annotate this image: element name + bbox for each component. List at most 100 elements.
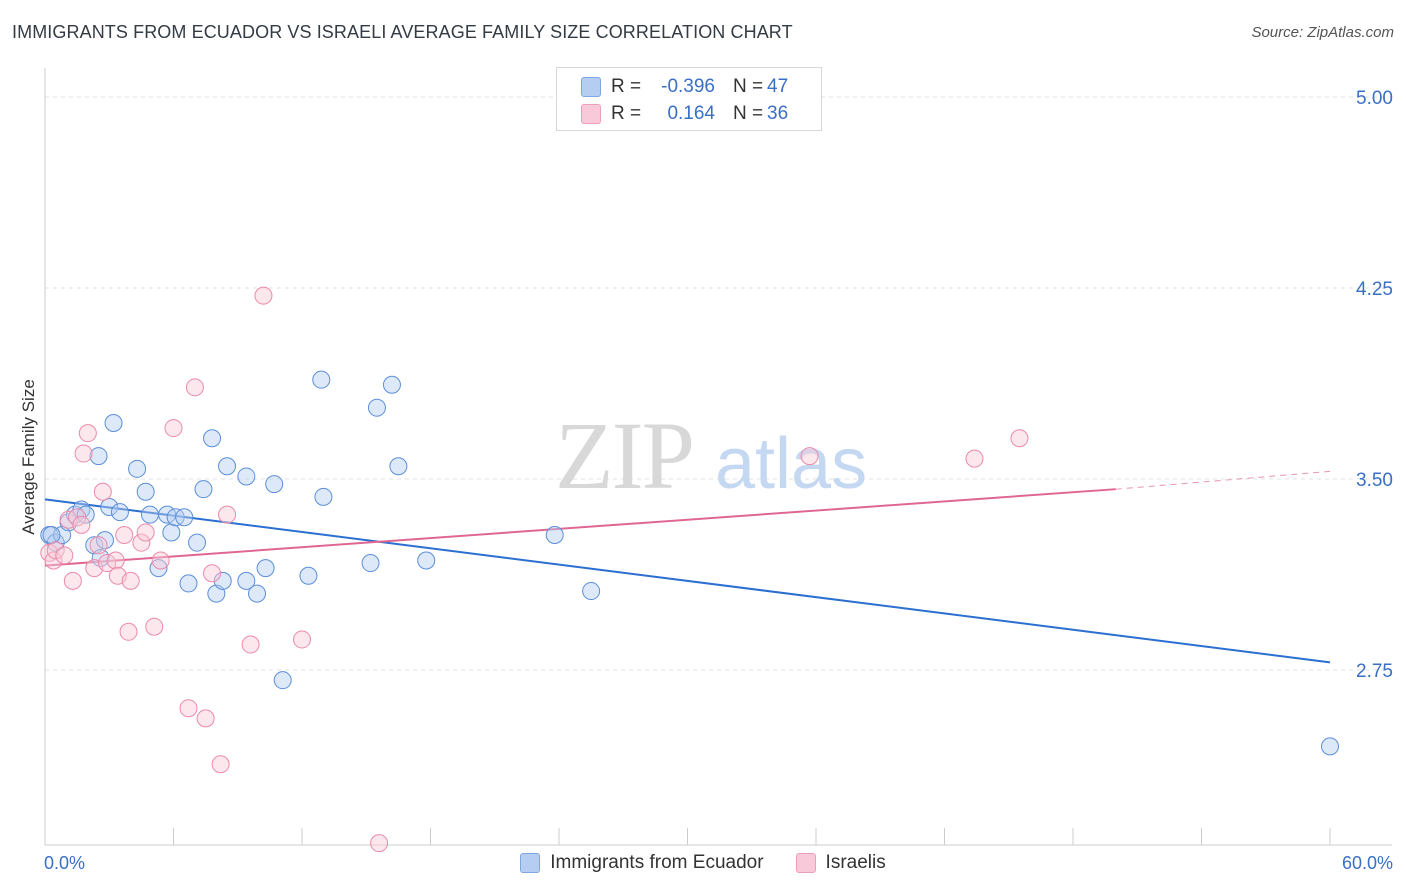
series-swatch-pink [795, 853, 816, 873]
data-point [78, 424, 97, 443]
data-point [273, 671, 292, 690]
data-point [389, 457, 408, 476]
data-point [93, 482, 112, 501]
series-swatch-blue [520, 853, 541, 873]
data-point [55, 546, 74, 565]
data-point [218, 505, 237, 524]
data-point [100, 498, 119, 517]
data-point [218, 457, 237, 476]
legend-swatch-blue [581, 77, 601, 97]
data-point [382, 375, 401, 394]
source-label: Source: ZipAtlas.com [1251, 24, 1394, 41]
data-point [265, 475, 284, 494]
data-point [162, 523, 181, 542]
legend-n-value: 36 [767, 103, 789, 124]
data-point [89, 536, 108, 555]
chart-title: IMMIGRANTS FROM ECUADOR VS ISRAELI AVERA… [12, 22, 793, 42]
legend-n-value: 47 [767, 76, 789, 97]
axes [44, 68, 1392, 846]
series-ecuador [40, 370, 1339, 756]
y-tick-label: 4.25 [1356, 279, 1393, 300]
data-point [582, 582, 601, 601]
data-point [211, 755, 230, 774]
data-point [42, 526, 61, 545]
data-point [136, 523, 155, 542]
data-point [106, 551, 125, 570]
legend-n-label: N = [733, 76, 764, 97]
data-point [115, 526, 134, 545]
legend-r-label: R = [611, 76, 642, 97]
data-point [213, 571, 232, 590]
data-point [237, 467, 256, 486]
data-point [194, 480, 213, 499]
data-point [203, 564, 222, 583]
data-point [312, 370, 331, 389]
data-point [361, 554, 380, 573]
data-point [132, 533, 151, 552]
watermark: ZIP atlas [555, 402, 867, 509]
legend-swatch-pink [581, 104, 601, 124]
data-point [367, 398, 386, 417]
data-point [179, 699, 198, 718]
series-legend-israelis[interactable]: Israelis [795, 852, 886, 874]
data-point [110, 503, 129, 522]
legend-n-label: N = [733, 103, 764, 124]
tick-labels: 2.75 3.50 4.25 5.00 0.0% 60.0% [44, 88, 1393, 873]
data-point [965, 449, 984, 468]
data-point [248, 584, 267, 603]
data-point [1010, 429, 1029, 448]
data-point [119, 622, 138, 641]
trendlines [44, 470, 1331, 664]
grid-lines [45, 96, 1392, 671]
data-point [145, 617, 164, 636]
data-point [175, 508, 194, 527]
data-point [545, 526, 564, 545]
y-axis-label: Average Family Size [19, 379, 38, 535]
watermark-zip: ZIP [555, 402, 693, 509]
data-point [256, 559, 275, 578]
data-point [203, 429, 222, 448]
x-tick-label: 60.0% [1342, 853, 1393, 873]
correlation-legend: R = -0.396 N = 47 R = 0.164 N = 36 [556, 67, 822, 131]
data-point [104, 413, 123, 432]
data-points [40, 286, 1339, 853]
series-legend-ecuador[interactable]: Immigrants from Ecuador [520, 852, 764, 874]
legend-r-value: -0.396 [661, 76, 715, 97]
data-point [149, 559, 168, 578]
series-legend: Immigrants from Ecuador Israelis [0, 852, 1406, 874]
data-point [237, 571, 256, 590]
legend-r-label: R = [611, 103, 642, 124]
data-point [121, 571, 140, 590]
data-point [196, 709, 215, 728]
y-tick-label: 2.75 [1356, 661, 1393, 682]
data-point [151, 551, 170, 570]
legend-row-israelis: R = 0.164 N = 36 [581, 101, 788, 127]
data-point [254, 286, 273, 305]
data-point [140, 505, 159, 524]
data-point [63, 571, 82, 590]
data-point [188, 533, 207, 552]
data-point [314, 487, 333, 506]
data-point [89, 447, 108, 466]
trendline-israelis-extension [1115, 470, 1331, 490]
y-tick-label: 3.50 [1356, 470, 1393, 491]
y-tick-label: 5.00 [1356, 88, 1393, 109]
data-point [1321, 737, 1339, 756]
trendline-ecuador [44, 498, 1331, 664]
data-point [417, 551, 436, 570]
data-point [185, 378, 204, 397]
trendline-israelis [44, 488, 1116, 567]
watermark-atlas: atlas [715, 424, 867, 504]
series-israelis [40, 286, 1029, 853]
data-point [46, 541, 65, 560]
data-point [299, 566, 318, 585]
legend-r-value: 0.164 [667, 103, 715, 124]
series-legend-label: Immigrants from Ecuador [550, 852, 764, 873]
x-tick-label: 0.0% [44, 853, 85, 873]
data-point [179, 574, 198, 593]
data-point [293, 630, 311, 649]
legend-row-ecuador: R = -0.396 N = 47 [581, 74, 788, 100]
data-point [800, 447, 819, 466]
series-legend-label: Israelis [825, 852, 886, 873]
